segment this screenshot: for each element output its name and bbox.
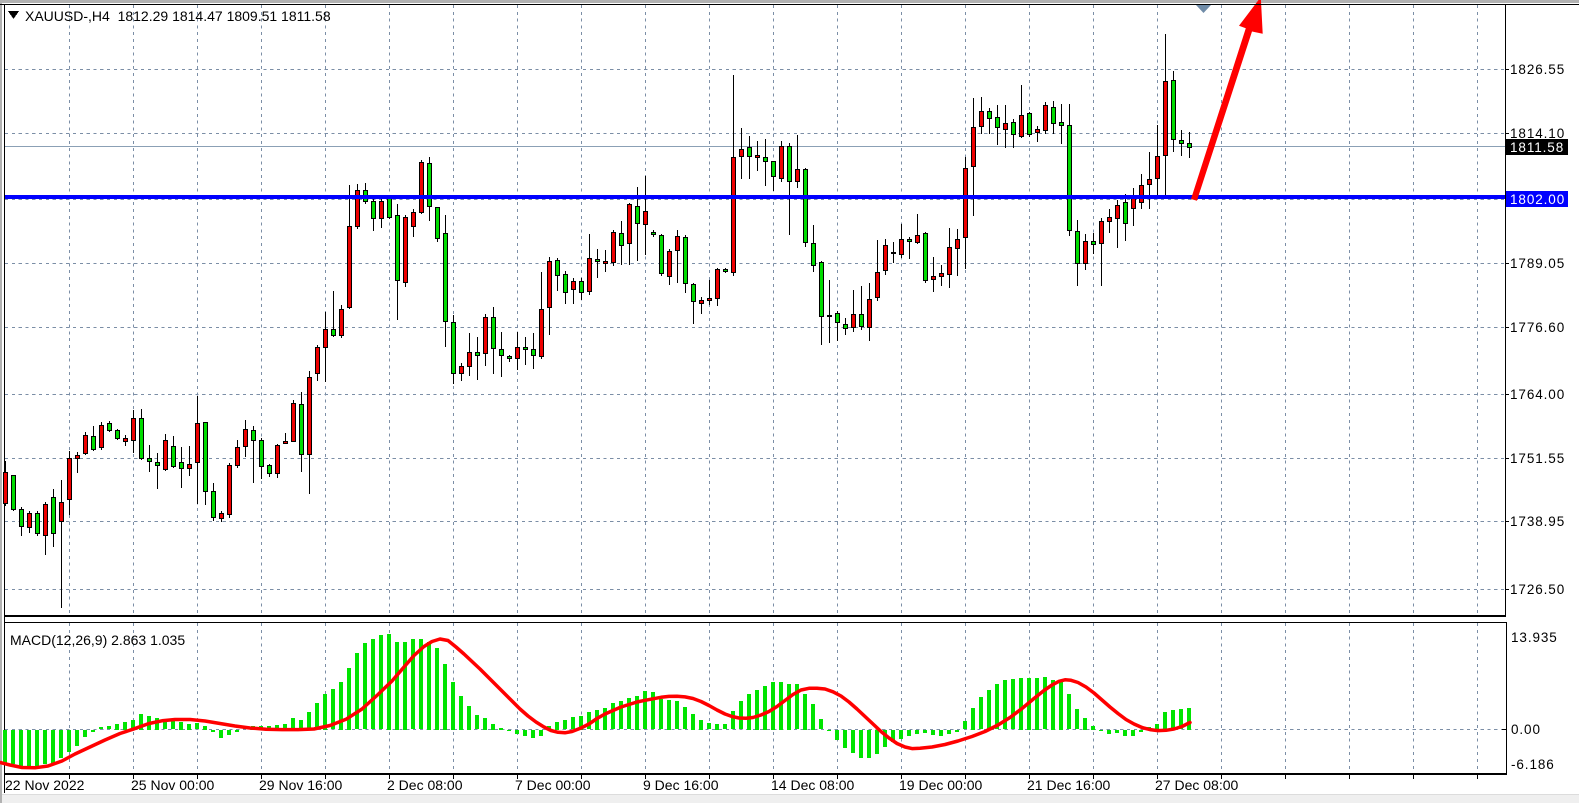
svg-text:1789.05: 1789.05 (1510, 256, 1565, 271)
svg-text:19 Dec 00:00: 19 Dec 00:00 (899, 777, 982, 793)
svg-text:1738.95: 1738.95 (1510, 514, 1565, 529)
svg-text:1826.55: 1826.55 (1510, 62, 1565, 77)
svg-text:1764.00: 1764.00 (1510, 387, 1565, 402)
svg-text:1802.00: 1802.00 (1510, 192, 1565, 207)
svg-text:13.935: 13.935 (1511, 630, 1558, 645)
svg-text:14 Dec 08:00: 14 Dec 08:00 (771, 777, 854, 793)
svg-text:25 Nov 00:00: 25 Nov 00:00 (131, 777, 214, 793)
svg-text:XAUUSD-,H4 1812.29 1814.47 18: XAUUSD-,H4 1812.29 1814.47 1809.51 1811.… (25, 8, 331, 24)
svg-text:0.00: 0.00 (1511, 722, 1541, 737)
svg-text:MACD(12,26,9) 2.863 1.035: MACD(12,26,9) 2.863 1.035 (10, 632, 185, 648)
svg-text:2 Dec 08:00: 2 Dec 08:00 (387, 777, 463, 793)
svg-text:29 Nov 16:00: 29 Nov 16:00 (259, 777, 342, 793)
svg-text:21 Dec 16:00: 21 Dec 16:00 (1027, 777, 1110, 793)
svg-text:1751.55: 1751.55 (1510, 451, 1565, 466)
svg-text:1776.60: 1776.60 (1510, 320, 1565, 335)
svg-text:22 Nov 2022: 22 Nov 2022 (5, 777, 85, 793)
svg-text:7 Dec 00:00: 7 Dec 00:00 (515, 777, 591, 793)
svg-text:1814.10: 1814.10 (1510, 126, 1565, 141)
svg-text:27 Dec 08:00: 27 Dec 08:00 (1155, 777, 1238, 793)
svg-text:1811.58: 1811.58 (1510, 140, 1564, 155)
svg-text:9 Dec 16:00: 9 Dec 16:00 (643, 777, 719, 793)
svg-text:-6.186: -6.186 (1511, 757, 1555, 772)
svg-text:1726.50: 1726.50 (1510, 582, 1565, 597)
